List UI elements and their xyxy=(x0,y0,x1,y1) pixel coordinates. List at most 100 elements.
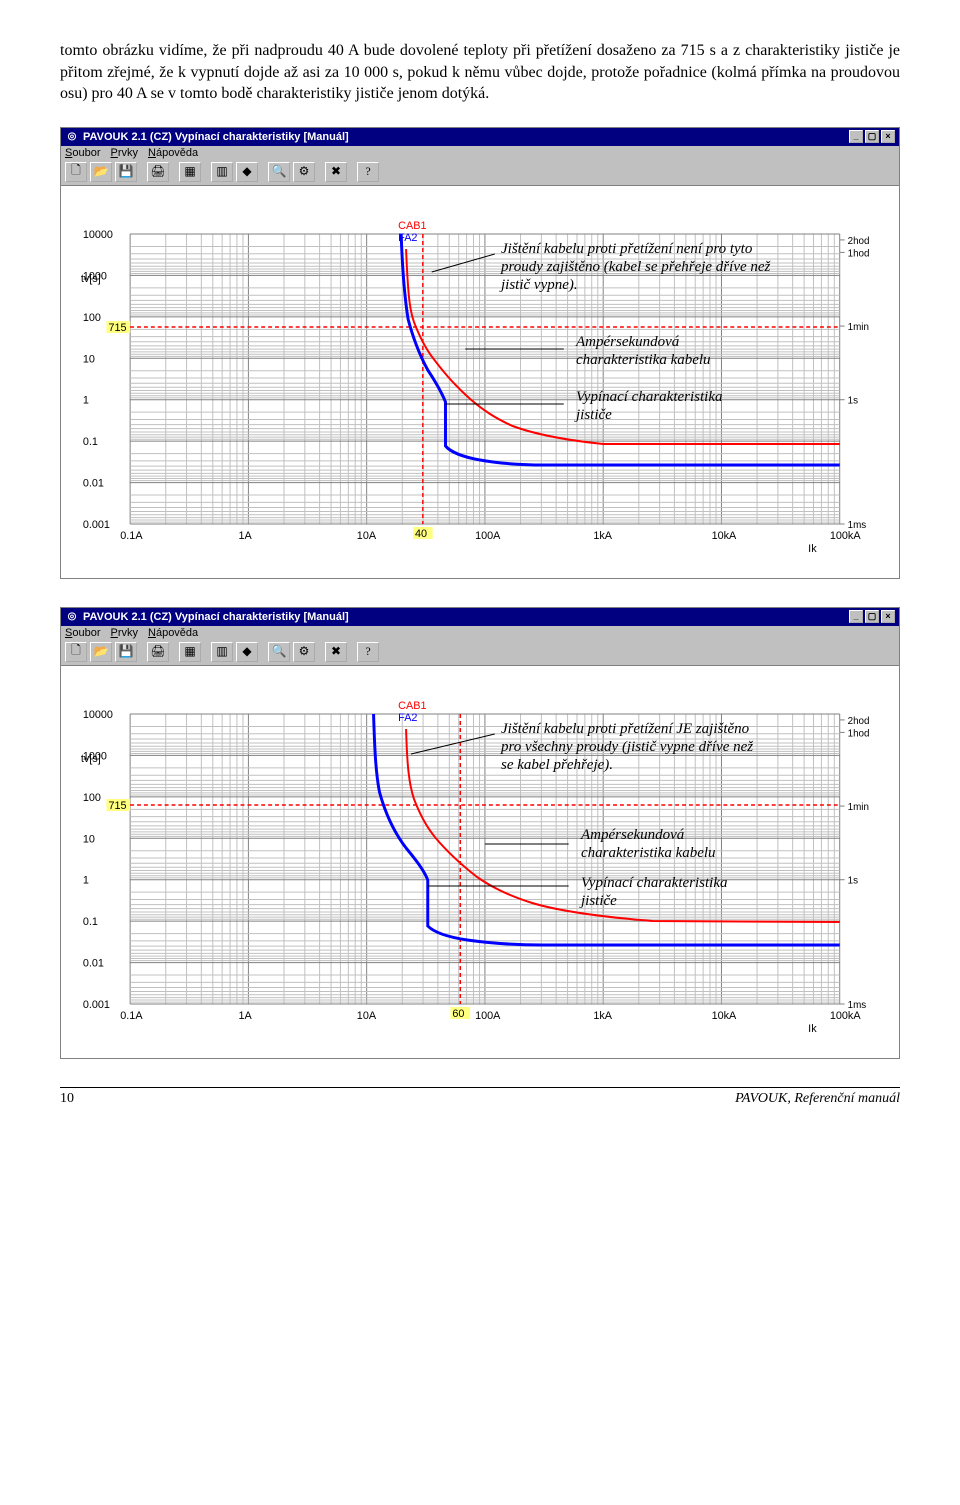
svg-text:2hod: 2hod xyxy=(848,236,870,247)
menu-soubor[interactable]: Soubor xyxy=(65,627,100,639)
open-icon[interactable]: 📂 xyxy=(90,642,112,662)
svg-text:1: 1 xyxy=(83,874,89,886)
menu-prvky[interactable]: Prvky xyxy=(110,627,138,639)
chart-1: 715 40 1000010001001010.10.010.001 tv[s]… xyxy=(71,194,889,574)
svg-text:10000: 10000 xyxy=(83,709,113,721)
svg-text:100A: 100A xyxy=(475,1010,501,1022)
svg-text:10A: 10A xyxy=(357,530,377,542)
grid-icon[interactable]: ▦ xyxy=(179,162,201,182)
save-icon[interactable]: 💾 xyxy=(115,162,137,182)
maximize-button[interactable]: ▢ xyxy=(865,130,879,143)
delete-icon[interactable]: ✖ xyxy=(325,642,347,662)
fa-label: FA2 xyxy=(398,712,417,724)
svg-text:0.1A: 0.1A xyxy=(120,1010,143,1022)
menu-soubor[interactable]: Soubor xyxy=(65,147,100,159)
svg-text:1A: 1A xyxy=(239,1010,253,1022)
svg-text:1min: 1min xyxy=(848,322,869,333)
menubar: Soubor Prvky Nápověda xyxy=(61,626,899,640)
svg-text:100kA: 100kA xyxy=(830,530,861,542)
svg-text:10: 10 xyxy=(83,353,95,365)
print-icon[interactable]: 🖨 xyxy=(147,162,169,182)
zoom-icon[interactable]: 🔍 xyxy=(268,162,290,182)
svg-text:100: 100 xyxy=(83,792,101,804)
save-icon[interactable]: 💾 xyxy=(115,642,137,662)
svg-text:1min: 1min xyxy=(848,802,869,813)
x-unit: Ik xyxy=(808,543,817,555)
zoom-icon[interactable]: 🔍 xyxy=(268,642,290,662)
close-button[interactable]: × xyxy=(881,610,895,623)
svg-text:1kA: 1kA xyxy=(593,530,612,542)
svg-text:10kA: 10kA xyxy=(712,530,737,542)
annotation-1b: Ampérsekundová charakteristika kabelu xyxy=(576,333,746,369)
svg-text:10: 10 xyxy=(83,833,95,845)
svg-text:0.01: 0.01 xyxy=(83,477,104,489)
app-window-2: ◎ PAVOUK 2.1 (CZ) Vypínací charakteristi… xyxy=(60,607,900,1059)
window-title: PAVOUK 2.1 (CZ) Vypínací charakteristiky… xyxy=(83,131,349,143)
svg-text:100kA: 100kA xyxy=(830,1010,861,1022)
annotation-1c: Vypínací charakteristika jističe xyxy=(576,388,746,424)
annotation-1a: Jištění kabelu proti přetížení není pro … xyxy=(501,240,771,294)
svg-text:100A: 100A xyxy=(475,530,501,542)
annotation-2b: Ampérsekundová charakteristika kabelu xyxy=(581,826,751,862)
svg-text:10A: 10A xyxy=(357,1010,377,1022)
svg-text:1s: 1s xyxy=(848,395,858,406)
unk1-icon[interactable]: ◆ xyxy=(236,162,258,182)
app-icon: ◎ xyxy=(65,610,79,624)
app-icon: ◎ xyxy=(65,130,79,144)
options-icon[interactable]: ⚙ xyxy=(293,162,315,182)
bars-icon[interactable]: ▥ xyxy=(211,162,233,182)
minimize-button[interactable]: _ xyxy=(849,130,863,143)
svg-text:10kA: 10kA xyxy=(712,1010,737,1022)
y-unit: tv[s] xyxy=(81,753,101,765)
svg-text:1hod: 1hod xyxy=(848,728,870,739)
svg-text:100: 100 xyxy=(83,312,101,324)
delete-icon[interactable]: ✖ xyxy=(325,162,347,182)
svg-text:0.001: 0.001 xyxy=(83,519,110,531)
toolbar: 🗋 📂 💾 🖨 ▦ ▥ ◆ 🔍 ⚙ ✖ ? xyxy=(61,160,899,186)
menu-napoveda[interactable]: Nápověda xyxy=(148,627,198,639)
app-window-1: ◎ PAVOUK 2.1 (CZ) Vypínací charakteristi… xyxy=(60,127,900,579)
new-icon[interactable]: 🗋 xyxy=(65,642,87,662)
grid-icon[interactable]: ▦ xyxy=(179,642,201,662)
titlebar: ◎ PAVOUK 2.1 (CZ) Vypínací charakteristi… xyxy=(61,608,899,626)
annotation-2a: Jištění kabelu proti přetížení JE zajišt… xyxy=(501,720,761,774)
svg-text:0.1: 0.1 xyxy=(83,916,98,928)
body-paragraph: tomto obrázku vidíme, že při nadproudu 4… xyxy=(60,40,900,105)
help-icon[interactable]: ? xyxy=(357,642,379,662)
svg-text:0.01: 0.01 xyxy=(83,957,104,969)
fa-label: FA2 xyxy=(398,232,417,244)
menu-napoveda[interactable]: Nápověda xyxy=(148,147,198,159)
close-button[interactable]: × xyxy=(881,130,895,143)
chart-2: 715 60 1000010001001010.10.010.001 tv[s]… xyxy=(71,674,889,1054)
maximize-button[interactable]: ▢ xyxy=(865,610,879,623)
page-footer: 10 PAVOUK, Referenční manuál xyxy=(60,1087,900,1107)
svg-text:1hod: 1hod xyxy=(848,248,870,259)
window-title: PAVOUK 2.1 (CZ) Vypínací charakteristiky… xyxy=(83,611,349,623)
bars-icon[interactable]: ▥ xyxy=(211,642,233,662)
cab-label: CAB1 xyxy=(398,700,426,712)
svg-text:1: 1 xyxy=(83,394,89,406)
open-icon[interactable]: 📂 xyxy=(90,162,112,182)
options-icon[interactable]: ⚙ xyxy=(293,642,315,662)
highlight-y: 715 xyxy=(108,800,126,812)
svg-text:0.1: 0.1 xyxy=(83,436,98,448)
help-icon[interactable]: ? xyxy=(357,162,379,182)
print-icon[interactable]: 🖨 xyxy=(147,642,169,662)
page-number: 10 xyxy=(60,1091,74,1107)
highlight-x: 40 xyxy=(415,528,427,540)
cab-label: CAB1 xyxy=(398,220,426,232)
svg-text:1ms: 1ms xyxy=(848,1000,867,1011)
svg-text:2hod: 2hod xyxy=(848,716,870,727)
new-icon[interactable]: 🗋 xyxy=(65,162,87,182)
toolbar: 🗋 📂 💾 🖨 ▦ ▥ ◆ 🔍 ⚙ ✖ ? xyxy=(61,640,899,666)
menu-prvky[interactable]: Prvky xyxy=(110,147,138,159)
highlight-x: 60 xyxy=(452,1008,464,1020)
unk1-icon[interactable]: ◆ xyxy=(236,642,258,662)
minimize-button[interactable]: _ xyxy=(849,610,863,623)
highlight-y: 715 xyxy=(108,322,126,334)
footer-ref: PAVOUK, Referenční manuál xyxy=(735,1091,900,1107)
svg-text:10000: 10000 xyxy=(83,229,113,241)
y-unit: tv[s] xyxy=(81,273,101,285)
x-unit: Ik xyxy=(808,1023,817,1035)
svg-text:1s: 1s xyxy=(848,875,858,886)
